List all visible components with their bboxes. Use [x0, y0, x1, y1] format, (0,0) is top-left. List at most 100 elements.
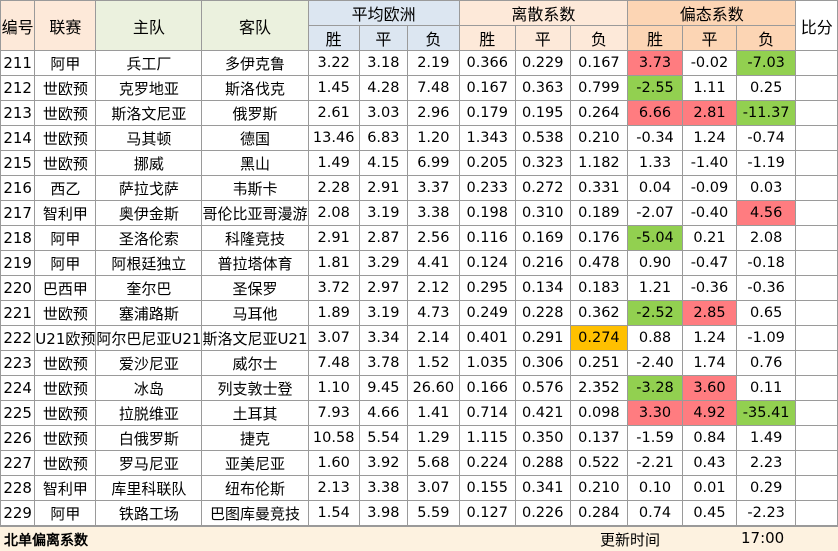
cell-home: 马其顿 [95, 125, 203, 151]
cell-disp-draw: 0.228 [514, 300, 571, 326]
cell-away: 马耳他 [201, 300, 309, 326]
update-time-label: 更新时间 [600, 531, 661, 549]
cell-disp-loss: 0.799 [569, 75, 628, 101]
cell-bias-draw: 1.74 [682, 350, 737, 376]
cell-bias-win: -2.52 [626, 300, 684, 326]
cell-home: 铁路工场 [95, 500, 203, 526]
cell-avg-loss: 2.96 [406, 100, 460, 126]
header-bias-loss: 负 [735, 25, 797, 51]
footer-bar: 北单偏离系数 更新时间 17:00 [0, 526, 838, 551]
cell-league: 世欧预 [34, 150, 97, 176]
cell-home: 阿尔巴尼亚U21 [95, 325, 203, 351]
cell-away: 斯洛文尼亚U21 [201, 325, 309, 351]
cell-id: 213 [0, 100, 36, 126]
cell-disp-loss: 0.176 [569, 225, 628, 251]
cell-bias-loss: -2.23 [735, 500, 797, 526]
table-row: 212 世欧预 克罗地亚 斯洛伐克 1.45 4.28 7.48 0.167 0.363 0.79… [0, 75, 838, 101]
cell-disp-win: 1.115 [458, 425, 516, 451]
cell-id: 225 [0, 400, 36, 426]
table-row: 226 世欧预 白俄罗斯 捷克 10.58 5.54 1.29 1.115 0.350 0.137… [0, 425, 838, 451]
cell-avg-win: 7.93 [307, 400, 360, 426]
cell-away: 普拉塔体育 [201, 250, 309, 276]
cell-avg-loss: 2.19 [406, 50, 460, 76]
cell-disp-draw: 0.341 [514, 475, 571, 501]
cell-league: 世欧预 [34, 350, 97, 376]
cell-bias-win: 1.33 [626, 150, 684, 176]
footer-label: 北单偏离系数 [4, 533, 88, 549]
cell-league: 西乙 [34, 175, 97, 201]
cell-disp-draw: 0.169 [514, 225, 571, 251]
cell-bias-draw: -0.40 [682, 200, 737, 226]
header-bias-draw: 平 [682, 25, 737, 51]
cell-disp-loss: 0.137 [569, 425, 628, 451]
cell-away: 捷克 [201, 425, 309, 451]
cell-bias-win: 0.04 [626, 175, 684, 201]
header-home: 主队 [95, 0, 203, 51]
cell-avg-draw: 3.19 [358, 300, 408, 326]
cell-disp-draw: 0.350 [514, 425, 571, 451]
cell-league: 阿甲 [34, 50, 97, 76]
cell-bias-win: -2.07 [626, 200, 684, 226]
cell-league: 世欧预 [34, 300, 97, 326]
cell-home: 奥伊金斯 [95, 200, 203, 226]
cell-avg-win: 1.81 [307, 250, 360, 276]
cell-disp-win: 0.155 [458, 475, 516, 501]
cell-bias-draw: 0.01 [682, 475, 737, 501]
cell-disp-loss: 1.182 [569, 150, 628, 176]
cell-id: 226 [0, 425, 36, 451]
cell-bias-loss: 0.25 [735, 75, 797, 101]
cell-bias-win: -2.21 [626, 450, 684, 476]
cell-league: 世欧预 [34, 400, 97, 426]
cell-ratio [795, 375, 838, 401]
cell-disp-win: 0.401 [458, 325, 516, 351]
cell-disp-win: 0.366 [458, 50, 516, 76]
cell-id: 211 [0, 50, 36, 76]
cell-ratio [795, 175, 838, 201]
cell-disp-loss: 0.284 [569, 500, 628, 526]
cell-disp-draw: 0.216 [514, 250, 571, 276]
cell-away: 科隆竞技 [201, 225, 309, 251]
cell-ratio [795, 425, 838, 451]
cell-avg-loss: 4.41 [406, 250, 460, 276]
cell-disp-draw: 0.195 [514, 100, 571, 126]
cell-home: 兵工厂 [95, 50, 203, 76]
cell-avg-win: 3.07 [307, 325, 360, 351]
cell-bias-win: 0.88 [626, 325, 684, 351]
table-row: 213 世欧预 斯洛文尼亚 俄罗斯 2.61 3.03 2.96 0.179 0.195 0.26… [0, 100, 838, 126]
cell-avg-win: 3.72 [307, 275, 360, 301]
cell-avg-loss: 1.29 [406, 425, 460, 451]
cell-ratio [795, 225, 838, 251]
cell-avg-draw: 3.98 [358, 500, 408, 526]
table-row: 217 智利甲 奥伊金斯 哥伦比亚哥漫游 2.08 3.19 3.38 0.198 0.310 0… [0, 200, 838, 226]
cell-ratio [795, 50, 838, 76]
cell-bias-draw: 0.21 [682, 225, 737, 251]
cell-bias-loss: 0.76 [735, 350, 797, 376]
cell-id: 219 [0, 250, 36, 276]
cell-disp-loss: 0.478 [569, 250, 628, 276]
table-row: 222 U21欧预 阿尔巴尼亚U21 斯洛文尼亚U21 3.07 3.34 2.14 0.40… [0, 325, 838, 351]
cell-bias-draw: 0.43 [682, 450, 737, 476]
cell-disp-draw: 0.226 [514, 500, 571, 526]
header-avg-draw: 平 [358, 25, 408, 51]
cell-disp-loss: 0.167 [569, 50, 628, 76]
cell-home: 克罗地亚 [95, 75, 203, 101]
cell-avg-win: 2.13 [307, 475, 360, 501]
cell-avg-loss: 3.38 [406, 200, 460, 226]
cell-avg-loss: 2.14 [406, 325, 460, 351]
cell-disp-win: 0.127 [458, 500, 516, 526]
cell-ratio [795, 150, 838, 176]
cell-avg-win: 10.58 [307, 425, 360, 451]
cell-disp-draw: 0.323 [514, 150, 571, 176]
cell-avg-win: 1.89 [307, 300, 360, 326]
header-avg-group: 平均欧洲 [307, 0, 460, 26]
cell-bias-loss: 4.56 [735, 200, 797, 226]
cell-disp-loss: 2.352 [569, 375, 628, 401]
cell-bias-draw: -0.02 [682, 50, 737, 76]
table-row: 219 阿甲 阿根廷独立 普拉塔体育 1.81 3.29 4.41 0.124 0.216 0.4… [0, 250, 838, 276]
cell-bias-win: -2.55 [626, 75, 684, 101]
cell-bias-loss: -0.18 [735, 250, 797, 276]
cell-disp-win: 0.205 [458, 150, 516, 176]
cell-id: 227 [0, 450, 36, 476]
header-disp-group: 离散系数 [458, 0, 628, 26]
cell-bias-draw: -0.36 [682, 275, 737, 301]
